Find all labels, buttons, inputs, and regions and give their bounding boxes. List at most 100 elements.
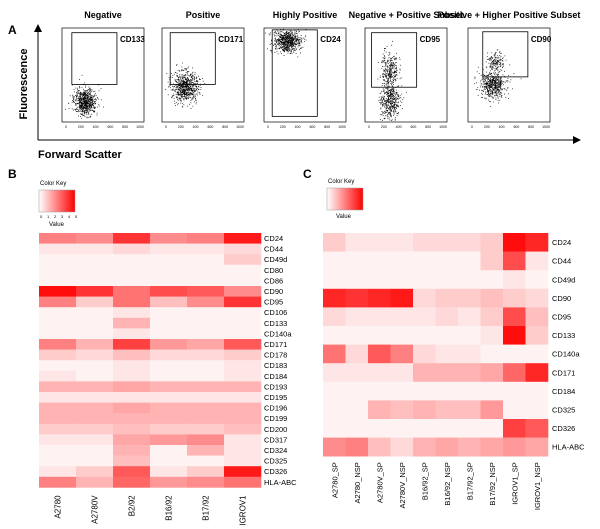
panel-a-axes [34,24,581,144]
heatmap-b-cell [150,286,188,297]
key-tick-label: 1 [47,214,50,219]
heatmap-c-cell [458,307,481,327]
heatmap-c-cell [525,363,549,383]
heatmap-c-cell [413,363,436,383]
heatmap-c-row-label: CD171 [552,368,575,377]
heatmap-c-cell [345,344,369,364]
heatmap-b-cell [187,413,225,425]
heatmap-c-cell [458,270,481,290]
heatmap-b-cell [224,296,262,308]
heatmap-b-cell [224,445,262,456]
heatmap-c-cell [435,437,459,457]
flow-tick-label: 200 [78,125,84,129]
panel-c-color-key-title: Color Key [328,179,354,185]
heatmap-b-cell [113,349,151,361]
heatmap-c-cell [323,437,346,457]
heatmap-b-row-label: CD171 [264,340,287,349]
heatmap-b-cell [76,317,114,329]
panel-b-label: B [8,167,17,181]
heatmap-c-cell [413,251,436,271]
heatmap-b-row-label: CD184 [264,372,287,381]
key-tick-label: 4 [68,214,71,219]
heatmap-b-cell [150,349,188,361]
heatmap-c-cell [525,326,549,345]
heatmap-c-cell [435,381,459,401]
heatmap-b-row-label: CD183 [264,361,287,370]
heatmap-b-cell [224,370,262,382]
gate-box [169,32,216,85]
flow-dots [265,28,307,58]
gate-box [371,32,418,88]
heatmap-b-cell [187,243,225,255]
heatmap-c-cell [435,419,459,438]
heatmap-c-cell [525,270,549,290]
heatmap-b-cell [224,328,262,340]
heatmap-c-cell [458,326,481,345]
heatmap-b-row-label: CD200 [264,425,287,434]
heatmap-b-cell [76,339,114,350]
flow-dots [474,49,522,107]
heatmap-c-cell [480,419,504,438]
flow-plot-title: Negative + Positive Subset [349,10,464,20]
heatmap-c-cell [435,400,459,420]
heatmap-b-cell [150,402,188,414]
heatmap-b-cell [224,434,262,446]
heatmap-c-cell [458,288,481,308]
heatmap-c-cell [503,326,526,345]
heatmap-c-cell [435,326,459,345]
heatmap-b-cell [76,286,114,297]
heatmap-b-cell [150,381,188,393]
heatmap-b-cell [187,264,225,276]
heatmap-c-cell [503,307,526,327]
heatmap-c-cell [368,419,391,438]
heatmap-c-cell [390,381,414,401]
heatmap-c-cell [390,419,414,438]
heatmap-b-cell [76,445,114,456]
heatmap-c-cell [413,326,436,345]
heatmap-b-cell [224,254,262,266]
heatmap-b-cell [150,413,188,425]
heatmap-b-cell [113,360,151,372]
heatmap-c-cell [368,437,391,457]
heatmap-c-cell [480,288,504,308]
flow-plot-frame [467,27,551,123]
flow-tick-label: 800 [222,125,228,129]
heatmap-c-cell [323,307,346,327]
heatmap-c-cell [525,288,549,308]
heatmap-b-cell [39,445,77,456]
gate-marker-label: CD133 [120,35,145,44]
gate-marker-label: CD95 [420,35,441,44]
heatmap-c-cell [525,251,549,271]
heatmap-b-cell [76,296,114,308]
heatmap-c-row-label: CD133 [552,331,575,340]
heatmap-b-cell [224,307,262,319]
heatmap-b-cell [76,466,114,478]
heatmap-b-row-label: CD133 [264,319,287,328]
heatmap-b-cell [113,402,151,414]
heatmap-b-row-label: CD44 [264,245,283,254]
heatmap-b-cell [39,476,77,488]
heatmap-b-cell [150,476,188,488]
heatmap-b-cell [187,466,225,478]
heatmap-c-cell [503,233,526,252]
heatmap-b-cell [113,264,151,276]
heatmap-b-cell [39,434,77,446]
heatmap-b-cell [39,254,77,266]
heatmap-c-row-label: CD184 [552,387,575,396]
heatmap-b-cell [187,392,225,403]
heatmap-c-cell [503,437,526,457]
flow-plot-frame [364,27,448,123]
heatmap-c-cell [368,381,391,401]
heatmap-c-row-label: CD90 [552,294,571,303]
heatmap-c-cell [345,270,369,290]
heatmap-c-cell [390,288,414,308]
heatmap-b-cell [113,307,151,319]
heatmap-b-row-label: CD80 [264,266,283,275]
heatmap-b-cell [39,381,77,393]
flow-tick-label: 600 [309,125,315,129]
heatmap-b-cell [113,275,151,287]
heatmap-b-cell [39,339,77,350]
heatmap-b-cell [39,317,77,329]
flow-plot-title: Positive + Higher Positive Subset [438,10,581,20]
heatmap-c-cell [345,363,369,383]
